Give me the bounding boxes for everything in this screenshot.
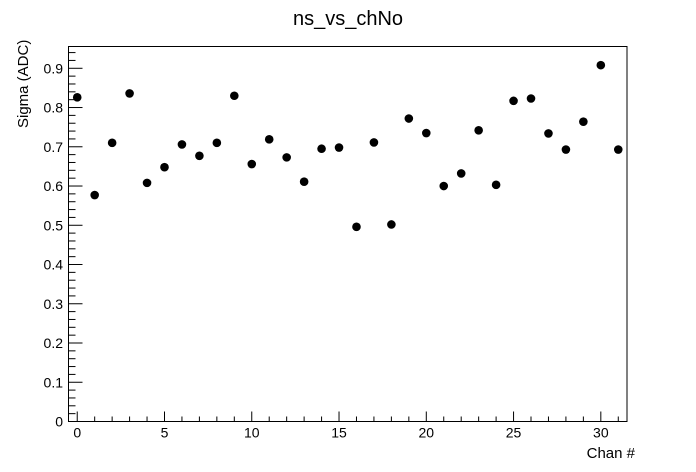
data-point — [579, 117, 588, 126]
data-point — [544, 129, 553, 138]
x-tick-label: 10 — [244, 425, 260, 441]
data-point — [491, 180, 501, 190]
data-point — [387, 220, 396, 229]
y-tick-label: 0.8 — [44, 100, 64, 116]
data-point — [474, 125, 483, 135]
data-point — [212, 138, 222, 148]
x-axis-title: Chan # — [587, 445, 636, 462]
data-point — [90, 190, 99, 200]
chart-title: ns_vs_chNo — [293, 8, 403, 30]
y-axis-title: Sigma (ADC) — [15, 40, 32, 128]
data-point — [509, 96, 518, 106]
x-tick-label: 30 — [593, 425, 609, 441]
data-point — [613, 145, 623, 154]
x-tick-label: 20 — [419, 425, 435, 441]
plot-frame — [68, 46, 628, 422]
data-point — [160, 162, 169, 172]
x-tick-label: 0 — [73, 425, 81, 441]
data-point — [195, 151, 204, 161]
data-point — [142, 178, 152, 188]
x-axis-ticks — [76, 411, 619, 422]
data-point — [264, 135, 274, 144]
data-point — [404, 114, 414, 123]
y-tick-label: 0.2 — [44, 335, 64, 351]
x-axis-tick-labels: 0 5 10 15 20 25 30 — [73, 425, 608, 441]
data-point — [334, 143, 344, 152]
data-point — [456, 169, 466, 178]
y-tick-label: 0.5 — [44, 217, 64, 233]
y-axis-tick-labels: 0 0.1 0.2 0.3 0.4 0.5 0.6 0.7 0.8 0.9 — [44, 60, 64, 429]
data-point — [439, 181, 449, 191]
data-point — [72, 93, 82, 102]
data-point — [561, 145, 571, 154]
x-tick-label: 15 — [331, 425, 347, 441]
data-point — [107, 138, 117, 148]
data-points — [72, 60, 623, 232]
data-point — [526, 94, 536, 103]
y-tick-label: 0.7 — [44, 139, 64, 155]
y-tick-label: 0.1 — [44, 374, 64, 390]
data-point — [230, 91, 239, 101]
data-point — [317, 144, 326, 154]
y-tick-label: 0.9 — [44, 60, 64, 76]
data-point — [247, 159, 257, 169]
data-point — [369, 138, 379, 147]
y-tick-label: 0.4 — [44, 257, 64, 273]
y-tick-label: 0.3 — [44, 296, 64, 312]
x-tick-label: 25 — [506, 425, 522, 441]
y-axis-ticks — [68, 52, 83, 422]
x-tick-label: 5 — [161, 425, 169, 441]
data-point — [421, 128, 431, 138]
data-point — [282, 153, 291, 162]
data-point — [177, 140, 187, 149]
data-point — [125, 89, 134, 98]
data-point — [596, 60, 606, 70]
y-tick-label: 0.6 — [44, 178, 64, 194]
y-tick-label: 0 — [55, 414, 63, 430]
data-point — [352, 222, 361, 232]
data-point — [299, 177, 309, 187]
